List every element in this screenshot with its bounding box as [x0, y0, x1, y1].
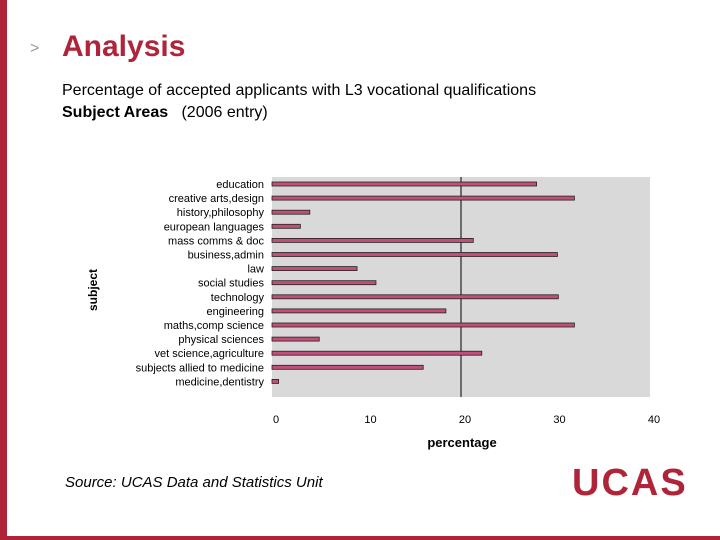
- bar: [271, 378, 280, 384]
- bar: [271, 308, 447, 314]
- bar: [271, 181, 538, 187]
- bar: [271, 336, 320, 342]
- y-axis-label: subject: [86, 269, 100, 311]
- category-label: mass comms & doc: [168, 235, 264, 247]
- category-label: vet science,agriculture: [155, 348, 264, 360]
- bottom-accent-bar: [0, 536, 720, 540]
- bar: [271, 266, 358, 272]
- left-accent-bar: [0, 0, 7, 540]
- subtitle-bold: Subject Areas: [62, 104, 169, 121]
- category-label: history,philosophy: [177, 207, 265, 219]
- bar: [271, 350, 483, 356]
- category-label: european languages: [164, 221, 265, 233]
- category-label: technology: [211, 292, 265, 304]
- category-label: education: [216, 179, 264, 191]
- bar: [271, 294, 559, 300]
- x-tick-label: 20: [459, 414, 471, 426]
- source-note: Source: UCAS Data and Statistics Unit: [65, 474, 323, 491]
- bar: [271, 223, 301, 229]
- chart-subtitle-2: Subject Areas (2006 entry): [62, 104, 268, 122]
- category-label: medicine,dentistry: [175, 376, 264, 388]
- category-label: social studies: [198, 278, 265, 290]
- bar: [271, 252, 558, 257]
- bar: [271, 237, 474, 243]
- x-axis-label: percentage: [427, 435, 496, 450]
- category-label: subjects allied to medicine: [136, 362, 264, 374]
- category-label: business,admin: [188, 250, 264, 262]
- chart-subtitle: Percentage of accepted applicants with L…: [62, 82, 537, 99]
- ucas-logo: UCAS: [572, 462, 688, 504]
- category-label: creative arts,design: [169, 193, 264, 205]
- category-label: law: [247, 264, 264, 276]
- bar: [271, 322, 575, 328]
- x-tick-label: 0: [273, 414, 279, 426]
- category-label: physical sciences: [178, 334, 264, 346]
- slide-title: Analysis: [62, 30, 186, 63]
- bar: [271, 364, 424, 370]
- x-tick-label: 30: [553, 414, 565, 426]
- bar: [271, 280, 377, 286]
- chevron-icon: >: [30, 40, 40, 57]
- subtitle-rest: (2006 entry): [181, 104, 268, 121]
- bar: [271, 195, 575, 201]
- category-label: maths,comp science: [164, 320, 264, 332]
- bar: [271, 209, 311, 215]
- category-label: engineering: [207, 306, 265, 318]
- x-tick-label: 10: [364, 414, 376, 426]
- x-tick-label: 40: [648, 414, 660, 426]
